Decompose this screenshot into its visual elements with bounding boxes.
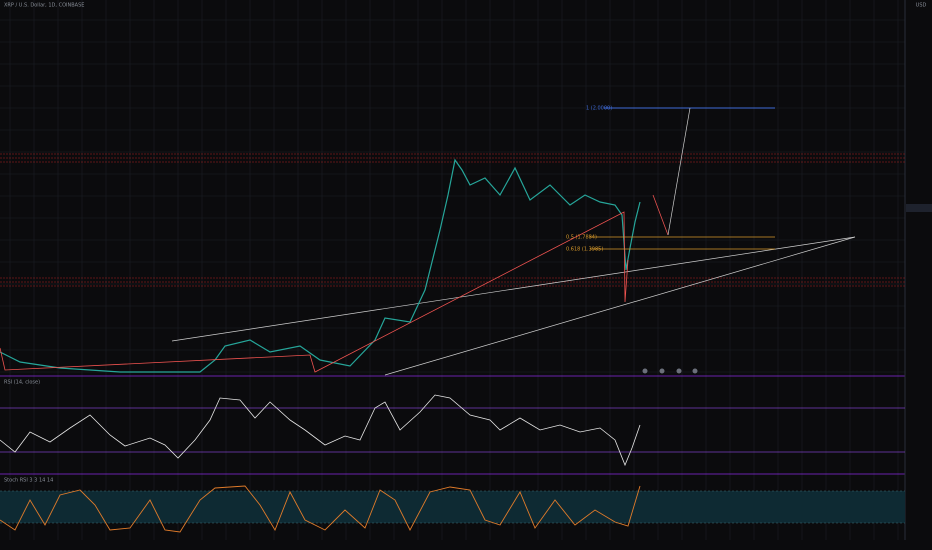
projection [652,194,669,236]
grid [0,0,905,540]
stoch-title: Stoch RSI 3 3 14 14 [4,478,53,484]
projection [667,107,691,236]
currency-label: USD [916,3,927,9]
trendline [384,236,856,376]
event-icons [642,368,698,374]
fib-label: 0.5 (1.7884) [566,235,597,241]
stoch-band [0,491,905,523]
rsi-line [0,394,641,467]
rsi-title: RSI (14, close) [4,380,40,386]
price-tag [906,204,932,212]
trendline [171,236,856,342]
fib-label: 0.618 (1.3985) [566,247,603,253]
price-wicks [0,211,629,373]
symbol-title: XRP / U.S. Dollar, 1D, COINBASE [4,3,84,9]
fib-label: 1 (2.0000) [586,106,612,112]
stoch-line [0,485,641,533]
price-series [0,158,641,373]
resistance-zone [0,153,905,287]
